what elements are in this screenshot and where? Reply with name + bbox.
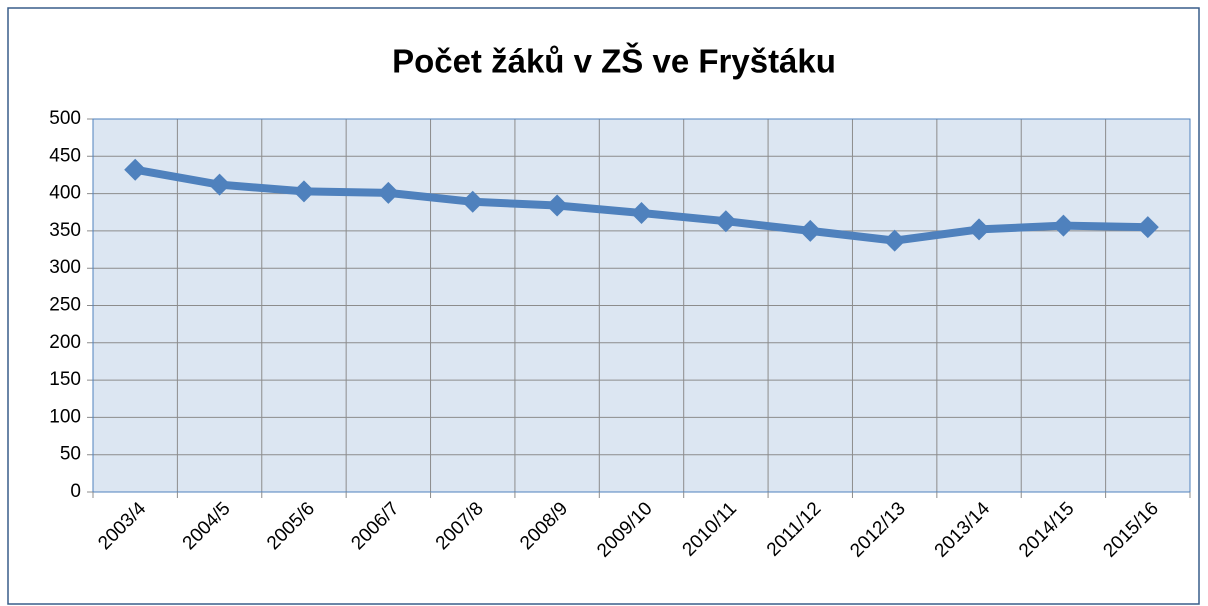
marker	[208, 173, 231, 196]
plot-border	[92, 118, 1191, 493]
y-tick-label: 500	[49, 108, 81, 129]
marker	[630, 201, 653, 224]
marker	[1052, 214, 1075, 237]
marker	[714, 210, 737, 233]
marker	[968, 218, 991, 241]
chart-title: Počet žáků v ZŠ ve Fryštáku	[392, 42, 836, 80]
y-tick-label: 100	[49, 406, 81, 427]
y-tick-label: 400	[49, 183, 81, 204]
marker	[292, 180, 315, 203]
marker	[546, 194, 569, 217]
marker	[124, 158, 147, 181]
marker	[883, 229, 906, 252]
y-tick-label: 450	[49, 145, 81, 166]
y-tick-label: 350	[49, 220, 81, 241]
marker	[799, 219, 822, 242]
y-tick-label: 200	[49, 332, 81, 353]
y-tick-label: 50	[60, 444, 81, 465]
y-tick-label: 250	[49, 295, 81, 316]
marker	[461, 190, 484, 213]
y-tick-label: 0	[70, 481, 81, 502]
y-tick-label: 300	[49, 257, 81, 278]
y-tick-label: 150	[49, 369, 81, 390]
marker	[377, 181, 400, 204]
marker	[1136, 216, 1159, 239]
